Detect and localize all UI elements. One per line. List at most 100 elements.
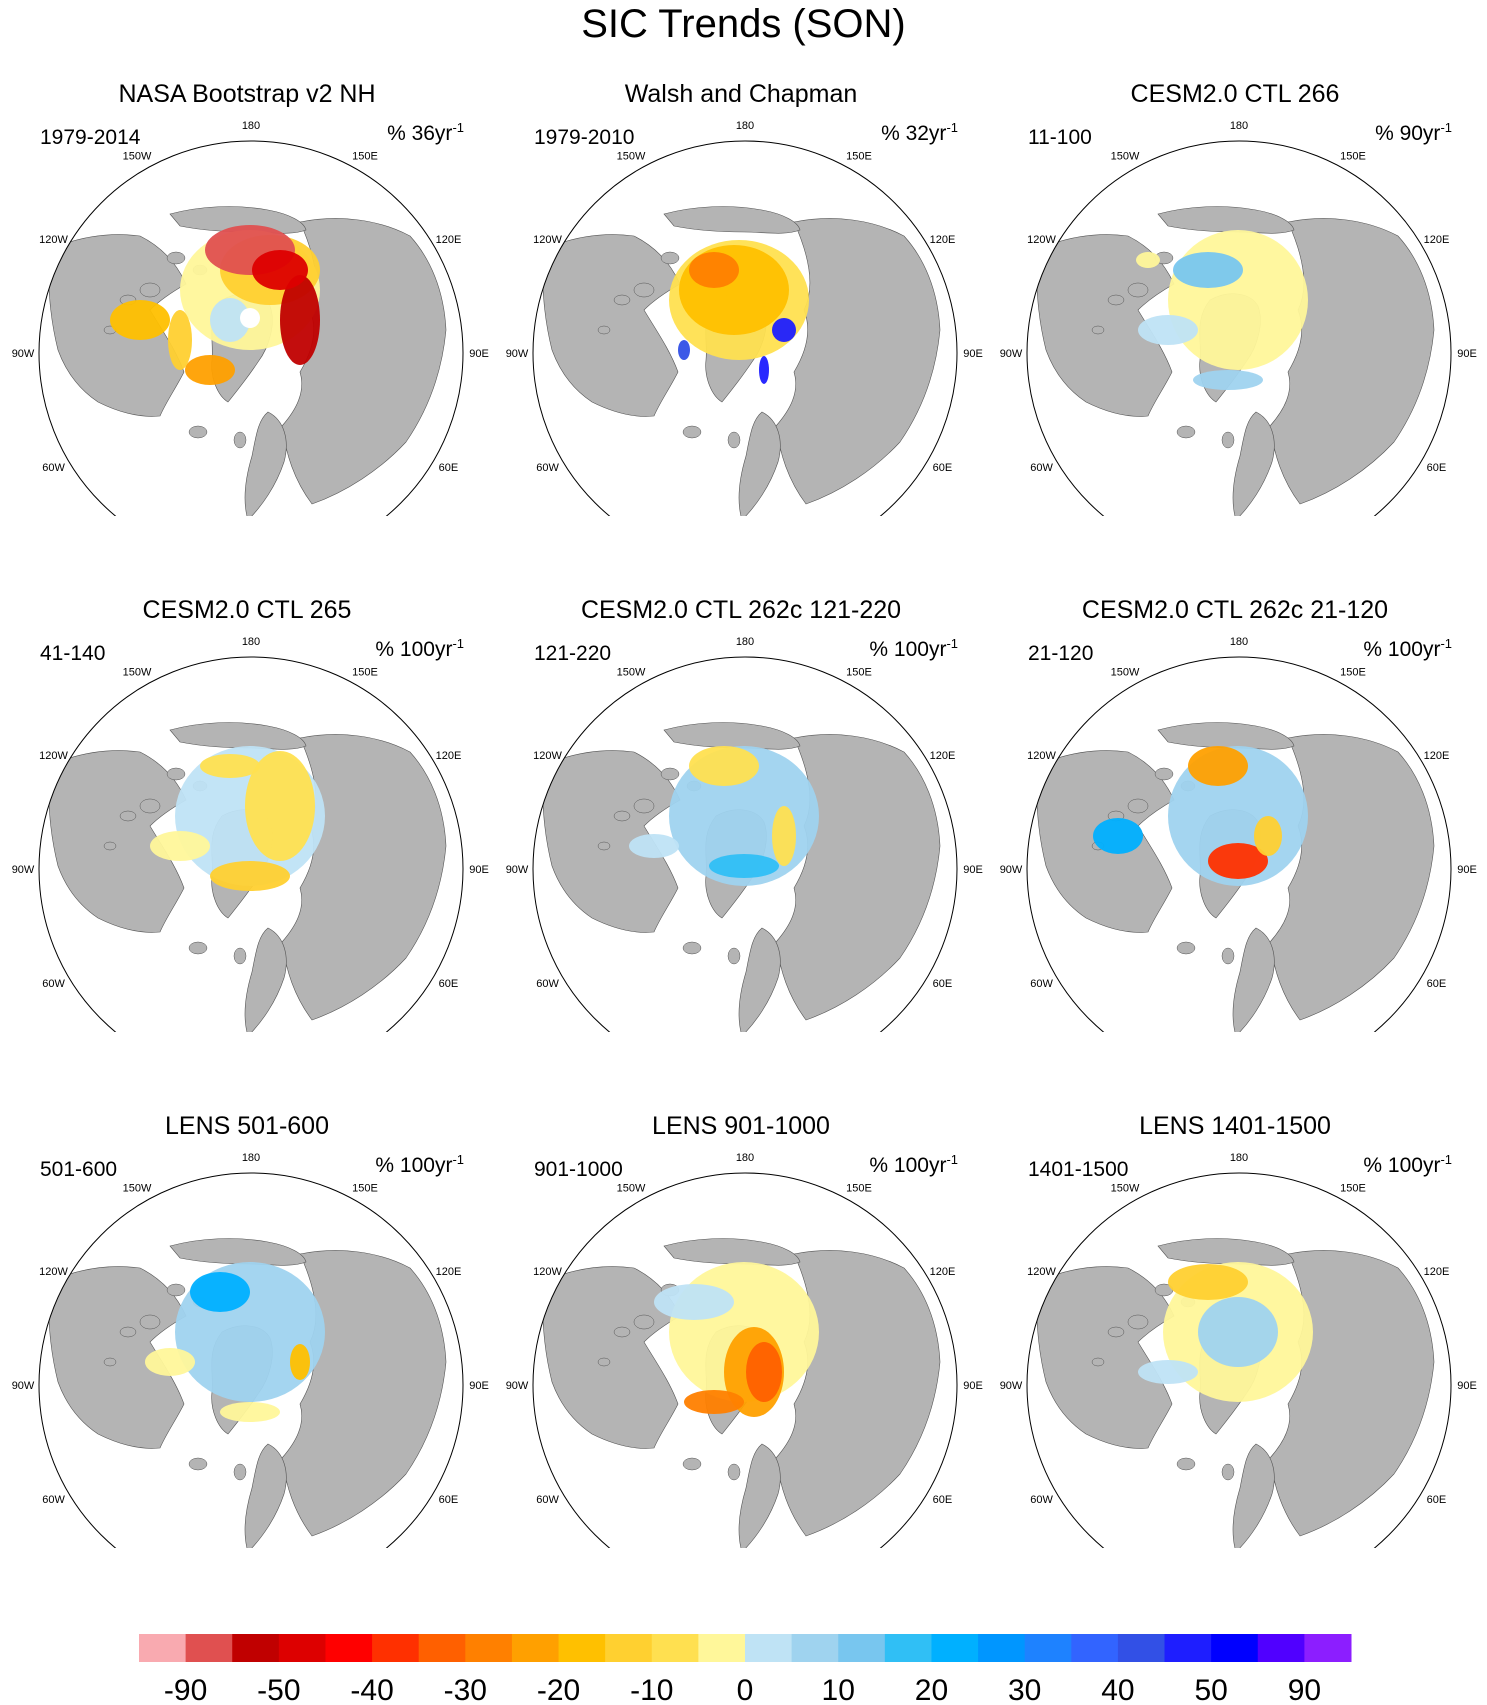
longitude-label: 150E: [846, 667, 872, 679]
units-prefix: %: [375, 1154, 400, 1177]
panel-units: % 90yr-1: [1375, 120, 1452, 146]
longitude-label: 90E: [1457, 348, 1477, 360]
land-mass: [1269, 218, 1435, 505]
island: [1221, 431, 1235, 449]
colorbar-tick-label: -20: [537, 1674, 580, 1705]
panel-title: NASA Bootstrap v2 NH: [118, 80, 376, 108]
land-mass: [244, 927, 287, 1032]
longitude-label: 60W: [536, 978, 559, 990]
island: [613, 810, 631, 822]
longitude-label: 120W: [39, 234, 68, 246]
sic-trend-field: [678, 340, 690, 360]
land-mass: [738, 927, 781, 1032]
island: [682, 1457, 702, 1471]
longitude-label: 150W: [123, 1183, 152, 1195]
island: [1127, 1314, 1149, 1330]
longitude-label: 60W: [42, 462, 65, 474]
longitude-label: 150E: [1340, 667, 1366, 679]
polar-map: 180150E120E90E60E30E030W60W90W120W150W: [506, 1152, 983, 1548]
island: [613, 294, 631, 306]
colorbar-swatch: [278, 1634, 326, 1662]
panel-title: CESM2.0 CTL 262c 21-120: [1081, 596, 1389, 624]
polar-map: 180150E120E90E60E30E030W60W90W120W150W: [12, 1152, 489, 1548]
island: [233, 947, 247, 965]
panel-title: CESM2.0 CTL 265: [142, 596, 352, 624]
sic-trend-field: [1198, 1297, 1278, 1367]
longitude-label: 180: [242, 1152, 260, 1164]
units-prefix: %: [1375, 122, 1400, 145]
units-prefix: %: [1363, 638, 1388, 661]
island: [119, 1326, 137, 1338]
land-mass: [1035, 1266, 1175, 1449]
map-panel: LENS 501-600 501-600% 100yr-1 180 150E 120E 9…: [0, 1032, 494, 1548]
panel-units: % 100yr-1: [1363, 636, 1452, 662]
panel-period: 21-120: [1028, 642, 1094, 665]
longitude-label: 90E: [963, 864, 983, 876]
panel-units: % 100yr-1: [1363, 1152, 1452, 1178]
longitude-label: 90W: [506, 348, 529, 360]
longitude-label: 120W: [1027, 750, 1056, 762]
island: [103, 841, 117, 851]
land-mass: [1232, 927, 1275, 1032]
colorbar-tick-label: -40: [350, 1674, 393, 1705]
colorbar-tick-label: 50: [1194, 1674, 1227, 1705]
units-exponent: -1: [452, 1152, 464, 1167]
sic-trend-field: [746, 1342, 782, 1402]
sic-trend-field: [684, 1390, 744, 1414]
colorbar-swatch: [791, 1634, 839, 1662]
longitude-label: 180: [736, 1152, 754, 1164]
sic-trend-field: [709, 854, 779, 878]
colorbar-swatch: [978, 1634, 1026, 1662]
units-prefix: %: [869, 638, 894, 661]
land-mass: [244, 411, 287, 516]
units-exponent: -1: [1440, 636, 1452, 651]
sic-trend-field: [1193, 370, 1263, 390]
land-mass: [663, 206, 801, 234]
sic-trend-field: [185, 355, 235, 385]
longitude-label: 90W: [506, 1380, 529, 1392]
sic-trend-field: [110, 300, 170, 340]
longitude-label: 150E: [846, 151, 872, 163]
land-mass: [775, 218, 941, 505]
panel-title: LENS 501-600: [164, 1112, 329, 1140]
sic-trend-field: [1093, 818, 1143, 854]
longitude-label: 120W: [533, 1266, 562, 1278]
island: [727, 947, 741, 965]
colorbar-swatch: [605, 1634, 653, 1662]
panel-period: 121-220: [534, 642, 612, 665]
sic-trend-field: [1168, 1264, 1248, 1300]
island: [727, 431, 741, 449]
longitude-label: 90E: [1457, 1380, 1477, 1392]
longitude-label: 60E: [1427, 978, 1447, 990]
longitude-label: 90W: [1000, 1380, 1023, 1392]
sic-trend-field: [1138, 1360, 1198, 1384]
longitude-label: 90E: [469, 1380, 489, 1392]
units-prefix: %: [1363, 1154, 1388, 1177]
land-mass: [1269, 734, 1435, 1021]
island: [633, 282, 655, 298]
longitude-label: 180: [736, 120, 754, 132]
longitude-label: 120E: [930, 234, 956, 246]
units-exponent: -1: [452, 120, 464, 135]
land-mass: [47, 750, 187, 933]
land-mass: [169, 1238, 307, 1266]
colorbar-tick-label: 40: [1101, 1674, 1134, 1705]
island: [139, 798, 161, 814]
colorbar-tick-label: -90: [164, 1674, 207, 1705]
units-period: 100yr: [1387, 1154, 1441, 1177]
land-mass: [738, 411, 781, 516]
panel-title: Walsh and Chapman: [624, 80, 858, 108]
longitude-label: 120W: [1027, 1266, 1056, 1278]
units-exponent: -1: [946, 120, 958, 135]
map-panel: LENS 1401-1500 1401-1500% 100yr-1 180 150E 1…: [988, 1032, 1482, 1548]
longitude-label: 60E: [439, 462, 459, 474]
sic-trend-field: [280, 275, 320, 365]
longitude-label: 90E: [469, 348, 489, 360]
map-panel: Walsh and Chapman 1979-2010% 32yr-1 180 150…: [494, 0, 988, 516]
longitude-label: 90W: [1000, 864, 1023, 876]
sic-trend-field: [772, 318, 796, 342]
island: [1107, 1326, 1125, 1338]
colorbar-tick-label: -50: [257, 1674, 300, 1705]
panel-period: 1979-2010: [534, 126, 635, 149]
